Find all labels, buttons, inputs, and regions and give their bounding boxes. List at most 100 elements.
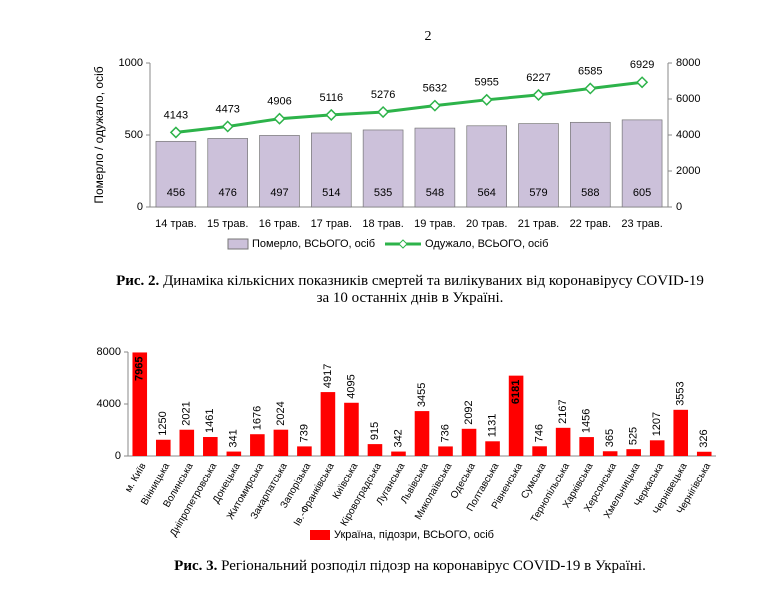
data-label: 736 bbox=[439, 424, 451, 442]
bar bbox=[555, 427, 571, 456]
data-label: 6929 bbox=[630, 59, 654, 71]
bar bbox=[602, 451, 618, 456]
caption-label: Рис. 2. bbox=[116, 273, 159, 289]
data-label: 6181 bbox=[510, 380, 522, 404]
bar bbox=[461, 428, 477, 456]
data-label: 535 bbox=[374, 187, 392, 199]
page-number: 2 bbox=[425, 29, 432, 44]
y-tick-label: 8000 bbox=[97, 346, 121, 358]
x-tick-label: 18 трав. bbox=[362, 218, 403, 230]
point bbox=[532, 88, 545, 101]
bar bbox=[626, 449, 641, 456]
y2-tick-label: 0 bbox=[676, 201, 682, 213]
x-tick-label: 22 трав. bbox=[570, 218, 611, 230]
x-tick-label: 17 трав. bbox=[311, 218, 352, 230]
data-label: 341 bbox=[228, 429, 240, 447]
data-label: 588 bbox=[581, 187, 599, 199]
bar bbox=[344, 402, 359, 456]
bar bbox=[508, 375, 524, 456]
bar bbox=[485, 441, 500, 456]
y-tick-label: 1000 bbox=[119, 57, 143, 69]
data-label: 6585 bbox=[578, 65, 602, 77]
data-label: 4473 bbox=[215, 103, 239, 115]
caption-text: Динаміка кількісних показників смертей т… bbox=[163, 273, 704, 289]
bar bbox=[532, 446, 547, 456]
bar bbox=[466, 125, 507, 208]
bar bbox=[518, 123, 559, 208]
x-tick-label: 16 трав. bbox=[259, 218, 300, 230]
data-label: 4143 bbox=[164, 109, 188, 121]
data-label: 2024 bbox=[275, 401, 287, 425]
legend-swatch bbox=[227, 238, 249, 250]
bar bbox=[696, 451, 712, 456]
bar bbox=[414, 127, 456, 208]
x-tick-label: 19 трав. bbox=[414, 218, 455, 230]
bar bbox=[297, 446, 312, 456]
caption: Рис. 3. Регіональний розподіл підозр на … bbox=[174, 558, 646, 574]
point bbox=[480, 93, 493, 106]
bar bbox=[132, 352, 148, 456]
bar bbox=[367, 444, 383, 456]
bar bbox=[155, 439, 171, 456]
data-label: 1131 bbox=[486, 414, 498, 438]
y-tick-label: 0 bbox=[137, 201, 143, 213]
caption-text: Регіональний розподіл підозр на коронаві… bbox=[221, 558, 646, 574]
data-label: 915 bbox=[369, 422, 381, 440]
point bbox=[221, 120, 234, 133]
data-label: 579 bbox=[529, 187, 547, 199]
line bbox=[175, 80, 643, 134]
x-tick-label: 23 трав. bbox=[621, 218, 662, 230]
caption-label: Рис. 3. bbox=[174, 558, 217, 574]
bar bbox=[621, 119, 663, 208]
data-label: 4095 bbox=[345, 374, 357, 398]
bar bbox=[311, 132, 352, 208]
y-axis-label: Померло / одужало, осіб bbox=[92, 66, 106, 203]
bar bbox=[179, 429, 195, 456]
data-label: 564 bbox=[478, 187, 496, 199]
data-label: 746 bbox=[534, 424, 546, 442]
data-label: 476 bbox=[219, 187, 237, 199]
data-label: 456 bbox=[167, 187, 185, 199]
data-label: 5116 bbox=[319, 92, 343, 104]
x-tick-label: 14 трав. bbox=[155, 218, 196, 230]
point bbox=[584, 82, 597, 95]
x-tick-label: м. Київ bbox=[123, 461, 148, 494]
bar bbox=[250, 434, 265, 456]
bar bbox=[155, 140, 197, 208]
data-label: 1461 bbox=[204, 409, 216, 433]
data-label: 3553 bbox=[675, 381, 687, 405]
bar bbox=[259, 135, 300, 208]
data-label: 3455 bbox=[416, 383, 428, 407]
bar bbox=[438, 446, 453, 456]
bar bbox=[226, 451, 242, 456]
bar bbox=[320, 392, 336, 456]
data-label: 1676 bbox=[251, 406, 263, 430]
data-label: 2167 bbox=[557, 399, 569, 423]
bar bbox=[362, 129, 404, 208]
data-label: 2092 bbox=[463, 400, 475, 424]
data-label: 4917 bbox=[322, 364, 334, 388]
data-label: 5955 bbox=[474, 77, 498, 89]
legend-label: Україна, підозри, ВСЬОГО, осіб bbox=[334, 529, 494, 541]
data-label: 7965 bbox=[134, 356, 146, 380]
data-label: 5276 bbox=[371, 89, 395, 101]
data-label: 342 bbox=[392, 429, 404, 447]
caption-text: за 10 останніх днів в Україні. bbox=[317, 290, 504, 306]
bar bbox=[570, 121, 611, 208]
point bbox=[377, 105, 390, 119]
y2-tick-label: 4000 bbox=[676, 129, 700, 141]
legend-label: Одужало, ВСЬОГО, осіб bbox=[425, 238, 548, 250]
data-label: 739 bbox=[298, 424, 310, 442]
x-tick-label: 15 трав. bbox=[207, 218, 248, 230]
point bbox=[273, 112, 286, 125]
caption: за 10 останніх днів в Україні. bbox=[317, 290, 504, 306]
data-label: 1250 bbox=[157, 411, 169, 435]
data-label: 1456 bbox=[581, 409, 593, 433]
caption: Рис. 2. Динаміка кількісних показників с… bbox=[116, 273, 704, 289]
y-tick-label: 4000 bbox=[97, 398, 121, 410]
data-label: 326 bbox=[698, 429, 710, 447]
y2-tick-label: 6000 bbox=[676, 93, 700, 105]
legend-swatch bbox=[310, 530, 330, 540]
bar bbox=[273, 429, 289, 456]
bar bbox=[579, 437, 594, 456]
